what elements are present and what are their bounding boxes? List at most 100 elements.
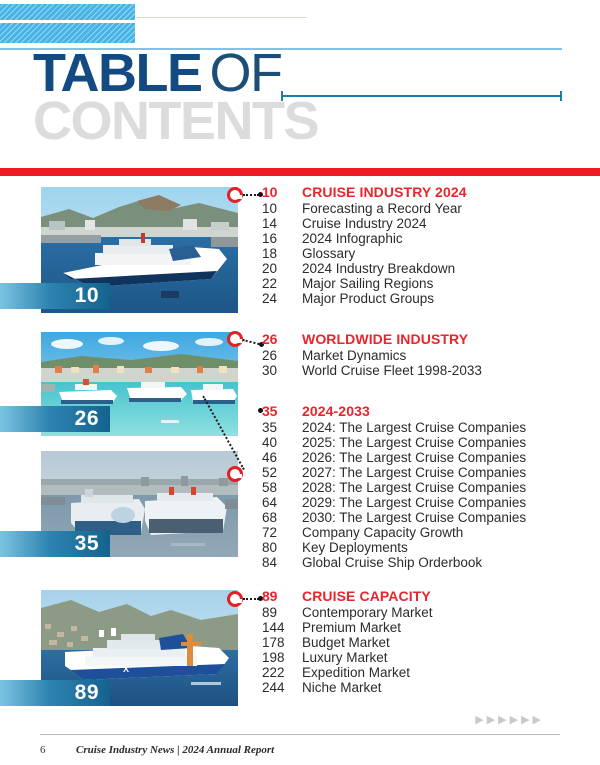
section-heading-page: 26 [262,331,278,347]
thumbnail-image-port-ship [41,187,238,313]
toc-entry-page: 20 [262,261,278,276]
section-heading[interactable]: 35 2024-2033 [262,403,526,419]
section-thumbnail[interactable] [41,451,238,557]
toc-entry-title: 2026: The Largest Cruise Companies [302,450,527,465]
section-marker-icon [227,331,243,347]
section-heading[interactable]: 10 CRUISE INDUSTRY 2024 [262,184,467,200]
section-leader-dot [258,596,263,601]
toc-entry-page: 89 [262,605,278,620]
toc-entry-title: 2025: The Largest Cruise Companies [302,435,527,450]
header-thin-rule [137,17,307,18]
section-heading-title: CRUISE INDUSTRY 2024 [302,184,467,200]
toc-entry[interactable]: 10 Forecasting a Record Year [262,201,467,216]
section-leader-dot [258,192,263,197]
toc-entry-page: 26 [262,348,278,363]
title-blue-rule [281,91,562,100]
toc-entry-title: Major Product Groups [302,291,435,306]
toc-entry[interactable]: 72 Company Capacity Growth [262,525,526,540]
toc-entry-page: 35 [262,420,278,435]
toc-entry[interactable]: 14 Cruise Industry 2024 [262,216,467,231]
toc-entry-page: 24 [262,291,278,306]
toc-entry-title: Forecasting a Record Year [302,201,462,216]
toc-entry-title: 2027: The Largest Cruise Companies [302,465,527,480]
toc-entry-title: Budget Market [302,635,390,650]
toc-entry[interactable]: 58 2028: The Largest Cruise Companies [262,480,526,495]
footer-publication: Cruise Industry News | 2024 Annual Repor… [76,744,275,756]
title-table: TABLE [33,43,203,103]
footer-page-number: 6 [40,744,46,756]
toc-entry[interactable]: 35 2024: The Largest Cruise Companies [262,420,526,435]
toc-entry-page: 14 [262,216,278,231]
toc-entry[interactable]: 178 Budget Market [262,635,433,650]
red-divider-bar [0,168,600,176]
toc-entry[interactable]: 68 2030: The Largest Cruise Companies [262,510,526,525]
section-heading-title: CRUISE CAPACITY [302,588,431,604]
toc-entry[interactable]: 46 2026: The Largest Cruise Companies [262,450,526,465]
section-leader-dot [258,408,263,413]
section-page-tab[interactable]: 89 [0,680,110,706]
toc-entry-title: Niche Market [302,680,382,695]
toc-entry-page: 40 [262,435,278,450]
toc-entry-page: 68 [262,510,278,525]
toc-entry-title: 2030: The Largest Cruise Companies [302,510,527,525]
toc-entry-title: 2024: The Largest Cruise Companies [302,420,527,435]
section-leader-line [243,598,259,600]
thumbnail-image-docked-megaships [41,451,238,557]
toc-entry[interactable]: 40 2025: The Largest Cruise Companies [262,435,526,450]
section-leader-dot [259,342,264,347]
toc-entry[interactable]: 30 World Cruise Fleet 1998-2033 [262,363,482,378]
section-entry-list: 89 CRUISE CAPACITY 89 Contemporary Marke… [262,588,433,695]
toc-entry-title: Glossary [302,246,356,261]
toc-entry-title: Expedition Market [302,665,411,680]
toc-entry-title: 2024 Industry Breakdown [302,261,456,276]
section-marker-icon [227,187,243,203]
section-heading[interactable]: 26 WORLDWIDE INDUSTRY [262,331,482,347]
header-stripe-top [0,4,135,20]
toc-entry-page: 72 [262,525,278,540]
page-title: TABLE OF CONTENTS [33,43,320,148]
section-page-tab[interactable]: 26 [0,406,110,432]
toc-entry-page: 144 [262,620,285,635]
toc-entry[interactable]: 144 Premium Market [262,620,433,635]
toc-entry[interactable]: 64 2029: The Largest Cruise Companies [262,495,526,510]
toc-entry[interactable]: 89 Contemporary Market [262,605,433,620]
section-heading-page: 35 [262,403,278,419]
section-page-tab[interactable]: 10 [0,283,110,309]
toc-entry[interactable]: 52 2027: The Largest Cruise Companies [262,465,526,480]
section-entry-list: 26 WORLDWIDE INDUSTRY 26 Market Dynamics… [262,331,482,378]
toc-entry-title: Company Capacity Growth [302,525,464,540]
toc-entry-title: 2029: The Largest Cruise Companies [302,495,527,510]
toc-entry[interactable]: 20 2024 Industry Breakdown [262,261,467,276]
section-leader-line [243,194,259,196]
header-stripe-bottom [0,23,135,43]
section-page-tab[interactable]: 35 [0,531,110,557]
toc-entry[interactable]: 80 Key Deployments [262,540,526,555]
toc-entry[interactable]: 222 Expedition Market [262,665,433,680]
toc-entry-title: 2024 Infographic [302,231,403,246]
toc-entry[interactable]: 18 Glossary [262,246,467,261]
toc-entry-page: 46 [262,450,278,465]
toc-entry-title: Luxury Market [302,650,388,665]
toc-entry-page: 18 [262,246,278,261]
footer-divider [40,734,560,735]
toc-entry[interactable]: 16 2024 Infographic [262,231,467,246]
toc-entry-page: 10 [262,201,278,216]
toc-entry-page: 22 [262,276,278,291]
section-heading-title: 2024-2033 [302,403,370,419]
toc-sections: 10 10 CRUISE INDUSTRY 2024 10 Forecastin… [0,182,600,706]
toc-entry[interactable]: 244 Niche Market [262,680,433,695]
section-heading[interactable]: 89 CRUISE CAPACITY [262,588,433,604]
section-thumbnail[interactable] [41,187,238,313]
toc-entry[interactable]: 22 Major Sailing Regions [262,276,467,291]
toc-entry[interactable]: 24 Major Product Groups [262,291,467,306]
toc-entry-page: 16 [262,231,278,246]
toc-entry-page: 178 [262,635,285,650]
section-marker-icon [227,591,243,607]
section-entry-list: 35 2024-2033 35 2024: The Largest Cruise… [262,403,526,570]
toc-entry[interactable]: 26 Market Dynamics [262,348,482,363]
toc-entry-page: 244 [262,680,285,695]
section-marker-icon [227,466,243,482]
toc-entry[interactable]: 198 Luxury Market [262,650,433,665]
toc-entry-page: 64 [262,495,278,510]
toc-entry[interactable]: 84 Global Cruise Ship Orderbook [262,555,526,570]
